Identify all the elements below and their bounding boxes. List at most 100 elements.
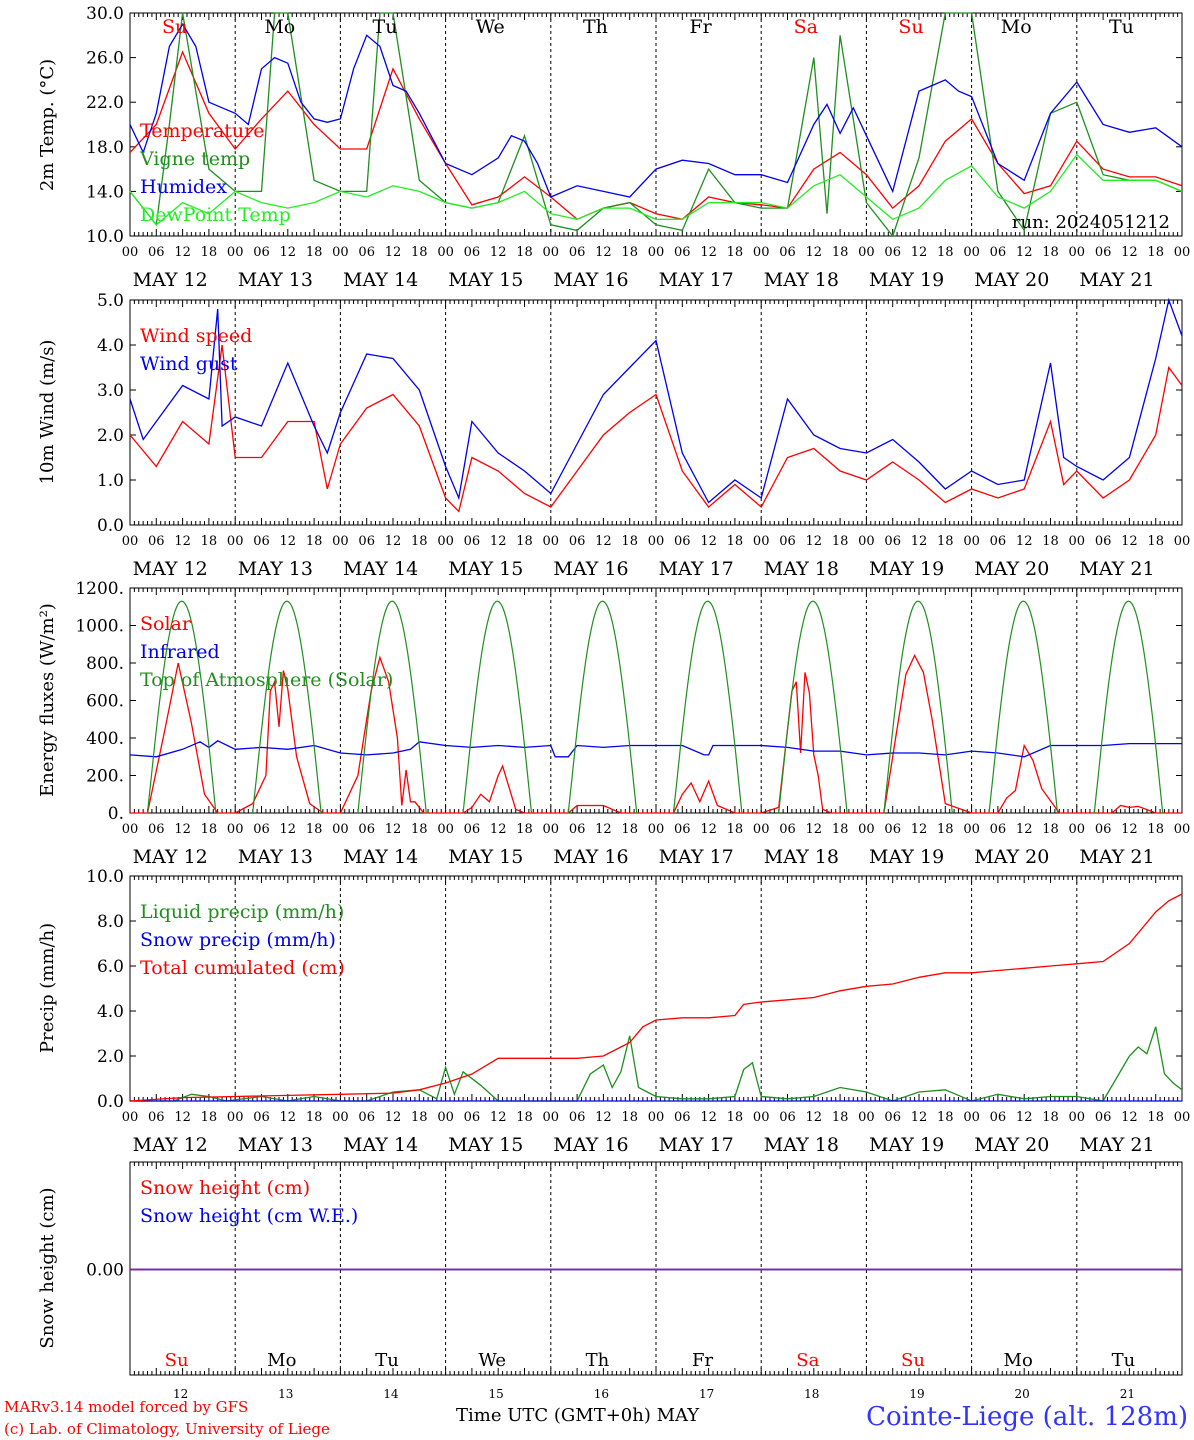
hour-label: 00 [543, 822, 560, 837]
hour-label: 00 [1069, 534, 1086, 549]
legend-liquid-precip-mm-h: Liquid precip (mm/h) [140, 901, 344, 923]
series-vigne-temp [129, 12, 1183, 238]
hour-label: 18 [201, 1110, 218, 1125]
y-axis-label: Precip (mm/h) [37, 923, 58, 1053]
hour-label: 18 [832, 245, 849, 260]
hour-label: 06 [990, 822, 1007, 837]
date-label: MAY 20 [974, 558, 1049, 580]
y-tick-label: 4.0 [97, 1002, 124, 1022]
hour-label: 12 [1121, 822, 1138, 837]
legend-wind-speed: Wind speed [140, 325, 252, 347]
hour-label: 00 [858, 1110, 875, 1125]
panel-frame [129, 12, 1183, 237]
hour-label: 06 [148, 245, 165, 260]
hour-label: 12 [490, 245, 507, 260]
hour-label: 12 [595, 534, 612, 549]
hour-label: 06 [569, 822, 586, 837]
date-label: MAY 16 [553, 846, 628, 868]
hour-label: 18 [621, 534, 638, 549]
weekday-label: Mo [1004, 1350, 1033, 1371]
day-number-label: 15 [489, 1387, 504, 1401]
hour-label: 06 [779, 1110, 796, 1125]
hour-label: 12 [280, 822, 297, 837]
y-tick-label: 0. [108, 804, 124, 824]
hour-label: 00 [437, 245, 454, 260]
hour-label: 18 [621, 1110, 638, 1125]
date-label: MAY 12 [133, 558, 208, 580]
date-label: MAY 15 [448, 1134, 523, 1156]
legend-humidex: Humidex [140, 176, 227, 198]
legend-top-of-atmosphere-solar: Top of Atmosphere (Solar) [140, 669, 393, 691]
date-label: MAY 20 [974, 1134, 1049, 1156]
date-label: MAY 18 [764, 846, 839, 868]
hour-label: 12 [385, 534, 402, 549]
date-label: MAY 17 [659, 846, 734, 868]
date-label: MAY 13 [238, 1134, 313, 1156]
date-label: MAY 13 [238, 846, 313, 868]
series-top-of-atmosphere-solar [146, 600, 1164, 814]
day-number-label: 14 [383, 1387, 399, 1401]
legend-vigne-temp: Vigne temp [139, 148, 250, 170]
hour-label: 12 [1121, 1110, 1138, 1125]
hour-label: 18 [516, 822, 533, 837]
hour-label: 06 [779, 245, 796, 260]
footer-credit-1: MARv3.14 model forced by GFS [4, 1398, 249, 1416]
series-dewpoint-temp [129, 153, 1183, 226]
hour-label: 12 [490, 1110, 507, 1125]
panel-1 [129, 12, 1183, 238]
panel-4 [129, 875, 1183, 1102]
hour-label: 06 [990, 534, 1007, 549]
hour-label: 00 [648, 245, 665, 260]
date-label: MAY 12 [133, 269, 208, 291]
panel-frame [129, 587, 1183, 814]
date-label: MAY 14 [343, 1134, 418, 1156]
hour-label: 06 [253, 822, 270, 837]
hour-label: 00 [753, 822, 770, 837]
hour-label: 00 [332, 245, 349, 260]
hour-label: 06 [1095, 245, 1112, 260]
hour-label: 06 [464, 822, 481, 837]
hour-label: 06 [884, 822, 901, 837]
hour-label: 00 [963, 822, 980, 837]
date-label: MAY 15 [448, 846, 523, 868]
weekday-label: We [478, 1350, 506, 1371]
hour-label: 00 [648, 534, 665, 549]
hour-label: 00 [1174, 822, 1191, 837]
hour-label: 06 [674, 822, 691, 837]
hour-label: 18 [201, 534, 218, 549]
y-axis-label: 2m Temp. (°C) [37, 59, 58, 191]
y-tick-label: 0.0 [97, 1092, 124, 1112]
legend-snow-height-cm-w-e: Snow height (cm W.E.) [140, 1205, 358, 1227]
hour-label: 00 [963, 1110, 980, 1125]
date-label: MAY 21 [1079, 1134, 1154, 1156]
hour-label: 00 [332, 1110, 349, 1125]
hour-label: 18 [201, 822, 218, 837]
hour-label: 12 [280, 245, 297, 260]
legend-wind-gust: Wind gust [140, 353, 238, 375]
hour-label: 12 [1016, 245, 1033, 260]
hour-label: 06 [358, 822, 375, 837]
hour-label: 12 [595, 1110, 612, 1125]
day-number-label: 16 [594, 1387, 609, 1401]
hour-label: 12 [174, 245, 191, 260]
hour-label: 00 [1069, 1110, 1086, 1125]
day-number-label: 18 [804, 1387, 819, 1401]
hour-label: 12 [1016, 1110, 1033, 1125]
weekday-label: Su [162, 16, 187, 38]
date-label: MAY 21 [1079, 269, 1154, 291]
weekday-label: Tu [1112, 1350, 1136, 1371]
hour-label: 18 [727, 534, 744, 549]
hour-label: 18 [727, 822, 744, 837]
y-tick-label: 400. [86, 729, 124, 749]
series-wind-gust [129, 297, 1183, 504]
y-tick-label: 8.0 [97, 912, 124, 932]
hour-label: 18 [516, 534, 533, 549]
hour-label: 12 [595, 245, 612, 260]
hour-label: 18 [411, 822, 428, 837]
weekday-label: Tu [1109, 16, 1134, 38]
weekday-label: Sa [794, 16, 818, 38]
hour-label: 12 [490, 822, 507, 837]
hour-label: 12 [174, 822, 191, 837]
date-label: MAY 21 [1079, 558, 1154, 580]
hour-label: 12 [1016, 534, 1033, 549]
